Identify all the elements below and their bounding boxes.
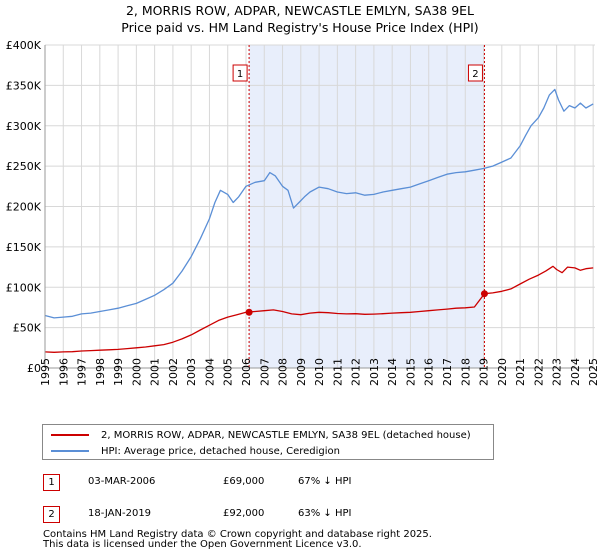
chart-title-line2: Price paid vs. HM Land Registry's House … [121, 20, 479, 35]
x-tick-label: 1999 [112, 358, 125, 386]
y-tick-label: £200K [6, 201, 42, 214]
footer-line1: Contains HM Land Registry data © Crown c… [43, 529, 432, 540]
annotation-label-2: 2 [472, 69, 478, 80]
footer: Contains HM Land Registry data © Crown c… [43, 530, 432, 550]
sale-badge-1: 1 [43, 474, 60, 491]
x-tick-label: 2002 [167, 358, 180, 386]
x-tick-label: 2012 [350, 358, 363, 386]
y-tick-label: £100K [6, 281, 42, 294]
x-tick-label: 2013 [368, 358, 381, 386]
hpi-series-line [44, 88, 594, 319]
x-tick-label: 2007 [258, 358, 271, 386]
y-tick-label: £50K [13, 322, 42, 335]
x-tick-label: 2024 [569, 358, 582, 386]
price-chart: 1 2 £0 £50K £100K £150K £200K £250K £300K £350K £4… [6, 39, 600, 386]
x-tick-label: 2022 [532, 358, 545, 386]
x-tick-label: 2020 [496, 358, 509, 386]
annotation-label-1: 1 [237, 69, 243, 80]
y-tick-label: £350K [6, 79, 42, 92]
legend: 2, MORRIS ROW, ADPAR, NEWCASTLE EMLYN, S… [42, 424, 494, 460]
x-tick-label: 2017 [441, 358, 454, 386]
x-tick-label: 2015 [404, 358, 417, 386]
sale-price-1: £69,000 [223, 476, 265, 487]
x-tick-label: 2001 [149, 358, 162, 386]
x-tick-label: 2009 [295, 358, 308, 386]
chart-title: 2, MORRIS ROW, ADPAR, NEWCASTLE EMLYN, S… [0, 2, 600, 36]
x-tick-label: 2021 [514, 358, 527, 386]
x-tick-label: 2000 [130, 358, 143, 386]
legend-label-hpi: HPI: Average price, detached house, Cere… [101, 445, 340, 457]
x-tick-label: 2011 [331, 358, 344, 386]
x-tick-label: 2006 [240, 358, 253, 386]
x-tick-label: 2018 [459, 358, 472, 386]
legend-item-hpi: HPI: Average price, detached house, Cere… [51, 443, 340, 459]
sale-hpi-1: 67% ↓ HPI [298, 476, 352, 487]
sale-hpi-2: 63% ↓ HPI [298, 508, 352, 519]
y-tick-label: £0 [27, 362, 41, 375]
x-tick-label: 2016 [423, 358, 436, 386]
sale-badge-2: 2 [43, 506, 60, 523]
x-tick-label: 2004 [203, 358, 216, 386]
y-tick-label: £250K [6, 160, 42, 173]
x-tick-label: 2010 [313, 358, 326, 386]
annotation-box-2 [467, 64, 483, 82]
sale-date-1: 03-MAR-2006 [88, 476, 156, 487]
x-tick-label: 1996 [57, 358, 70, 386]
legend-item-property: 2, MORRIS ROW, ADPAR, NEWCASTLE EMLYN, S… [51, 427, 471, 443]
legend-swatch-hpi [51, 450, 89, 452]
x-tick-label: 1995 [39, 358, 52, 386]
x-tick-label: 2005 [222, 358, 235, 386]
x-tick-label: 2019 [478, 358, 491, 386]
y-tick-label: £400K [6, 39, 42, 52]
x-tick-label: 2023 [551, 358, 564, 386]
x-tick-label: 1998 [94, 358, 107, 386]
x-tick-label: 2025 [587, 358, 600, 386]
sale-point-2 [480, 290, 488, 298]
y-tick-label: £300K [6, 120, 42, 133]
annotation-box-1 [232, 64, 248, 82]
chart-title-line1: 2, MORRIS ROW, ADPAR, NEWCASTLE EMLYN, S… [125, 3, 475, 18]
property-series-line [44, 265, 594, 353]
x-tick-label: 2014 [386, 358, 399, 386]
footer-line2: This data is licensed under the Open Gov… [43, 539, 362, 550]
sale-date-2: 18-JAN-2019 [88, 508, 152, 519]
sale-point-1 [245, 308, 253, 316]
y-tick-label: £150K [6, 241, 42, 254]
x-tick-label: 2008 [277, 358, 290, 386]
sale-price-2: £92,000 [223, 508, 265, 519]
legend-label-property: 2, MORRIS ROW, ADPAR, NEWCASTLE EMLYN, S… [101, 429, 471, 441]
x-tick-label: 2003 [185, 358, 198, 386]
legend-swatch-property [51, 434, 89, 436]
x-tick-label: 1997 [76, 358, 89, 386]
